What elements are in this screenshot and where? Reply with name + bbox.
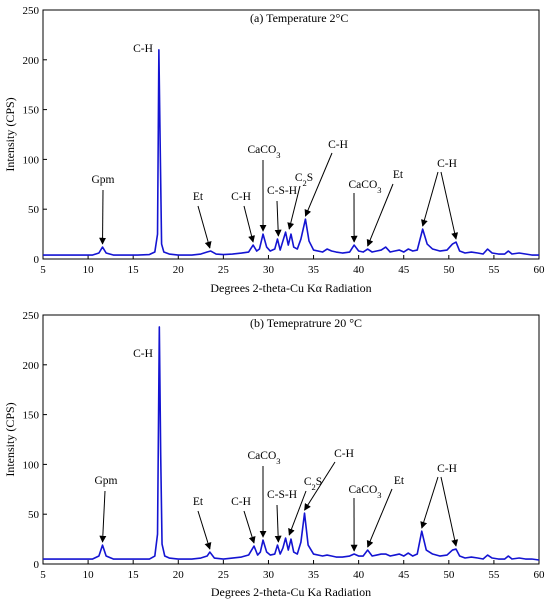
peak-label: Et (193, 496, 204, 508)
x-tick-label: 50 (443, 569, 455, 581)
peak-arrow (441, 477, 456, 546)
x-axis-title: Degrees 2-theta-Cu Kα Radiation (210, 281, 371, 295)
peak-arrow (198, 511, 210, 549)
y-tick-label: 250 (23, 5, 40, 17)
peak-label: CaCO3 (349, 179, 382, 195)
peak-arrow (422, 477, 438, 528)
peak-label: Gpm (92, 174, 115, 186)
peak-label: Et (394, 475, 405, 487)
panel-title: (a) Temperature 2°C (250, 11, 348, 25)
peak-label: C-H (334, 448, 354, 460)
x-tick-label: 15 (128, 264, 140, 276)
x-tick-label: 25 (218, 264, 230, 276)
x-tick-label: 50 (443, 264, 455, 276)
panel-b: 5 10 15 20 25 30 35 40 45 50 55 60 0 50 100 150 200 250 De… (3, 310, 545, 599)
x-tick-label: 45 (398, 264, 410, 276)
y-tick-label: 0 (34, 559, 40, 571)
x-tick-label: 60 (534, 264, 546, 276)
peak-label: CaCO3 (248, 450, 281, 466)
peak-arrow (244, 511, 254, 543)
peak-label: C-H (133, 348, 153, 360)
peak-label: Gpm (95, 475, 118, 487)
peak-label: C-H (437, 158, 457, 170)
peak-arrow (305, 153, 332, 216)
peak-label: C-H (133, 43, 153, 55)
x-axis-title: Degrees 2-theta-Cu Ka Radiation (211, 585, 371, 599)
peak-arrow (244, 206, 253, 242)
peak-label: C2S (295, 172, 313, 188)
peak-arrow (277, 505, 278, 542)
x-tick-label: 35 (308, 264, 320, 276)
y-tick-label: 50 (28, 204, 40, 216)
peak-label: C-H (231, 496, 251, 508)
x-tick-label: 40 (353, 569, 365, 581)
y-axis-title: Intensity (CPS) (3, 97, 17, 171)
y-tick-label: 50 (28, 509, 40, 521)
panel-a: 5 10 15 20 25 30 35 40 45 50 55 60 0 50 100 150 200 250 De… (3, 5, 545, 295)
peak-arrow (441, 172, 456, 239)
peak-label: C-H (231, 191, 251, 203)
x-tick-label: 20 (173, 569, 185, 581)
x-tick-label: 35 (308, 569, 320, 581)
x-tick-label: 45 (398, 569, 410, 581)
peak-arrow (277, 201, 278, 236)
peak-arrow (103, 491, 105, 542)
xrd-series-line (43, 50, 539, 255)
peak-label: CaCO3 (248, 144, 281, 160)
peak-label: C-S-H (267, 489, 297, 501)
peak-label: C2S (304, 476, 322, 492)
peak-label: C-H (328, 139, 348, 151)
x-tick-label: 25 (218, 569, 230, 581)
y-tick-label: 100 (23, 459, 40, 471)
x-tick-label: 5 (40, 264, 46, 276)
x-tick-label: 10 (83, 264, 95, 276)
x-tick-label: 30 (263, 569, 275, 581)
y-tick-label: 200 (23, 360, 40, 372)
panel-title: (b) Temepratrure 20 °C (250, 316, 362, 330)
x-tick-label: 40 (353, 264, 365, 276)
x-tick-label: 20 (173, 264, 185, 276)
plot-frame (43, 315, 539, 564)
x-tick-label: 60 (534, 569, 546, 581)
y-tick-label: 0 (34, 254, 40, 266)
y-tick-label: 250 (23, 310, 40, 322)
y-tick-label: 150 (23, 105, 40, 117)
peak-label: C-H (437, 463, 457, 475)
y-tick-label: 100 (23, 154, 40, 166)
x-tick-label: 30 (263, 264, 275, 276)
x-tick-label: 55 (488, 264, 500, 276)
y-axis-title: Intensity (CPS) (3, 402, 17, 476)
x-tick-label: 55 (488, 569, 500, 581)
peak-label: Et (393, 169, 404, 181)
peak-label: C-S-H (267, 185, 297, 197)
peak-label: Et (193, 191, 204, 203)
peak-arrow (423, 172, 438, 226)
x-tick-label: 15 (128, 569, 140, 581)
x-tick-label: 10 (83, 569, 95, 581)
peak-arrow (198, 206, 210, 248)
peak-label: CaCO3 (349, 484, 382, 500)
xrd-series-line (43, 327, 539, 560)
x-tick-label: 5 (40, 569, 46, 581)
y-tick-label: 200 (23, 55, 40, 67)
y-tick-label: 150 (23, 410, 40, 422)
